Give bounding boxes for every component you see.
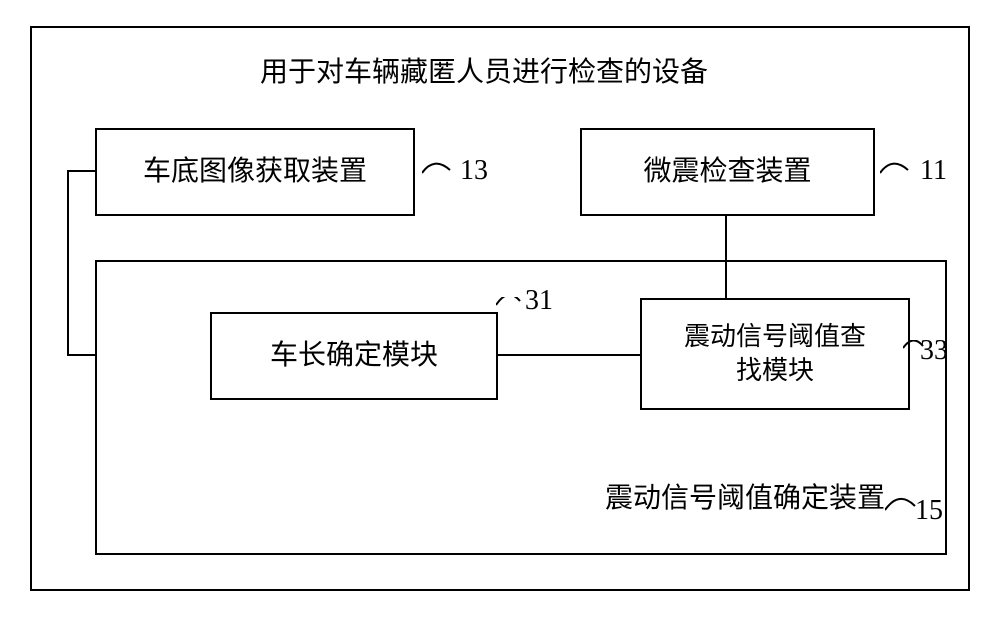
box31-label: 车长确定模块 [270,338,438,374]
curve-13 [422,158,462,188]
box-microquake-check-device: 微震检查装置 [580,128,875,216]
curve-15 [885,492,925,522]
box-vehicle-length-module: 车长确定模块 [210,312,498,400]
connector-4 [725,216,727,298]
connector-2 [67,170,69,356]
curve-31 [496,297,531,322]
ref-11: 11 [920,155,947,187]
box11-label: 微震检查装置 [643,154,811,190]
box-threshold-search-module: 震动信号阈值查 找模块 [640,298,910,410]
diagram-title: 用于对车辆藏匿人员进行检查的设备 [260,50,708,90]
box33-label: 震动信号阈值查 找模块 [684,320,866,388]
box13-label: 车底图像获取装置 [143,154,367,190]
connector-1 [67,170,95,172]
connector-5 [498,354,640,356]
ref-13: 13 [460,155,488,187]
box15-inner-label: 震动信号阈值确定装置 [605,476,885,516]
box-undercar-image-device: 车底图像获取装置 [95,128,415,216]
curve-33 [903,340,933,365]
connector-3 [67,354,95,356]
curve-11 [880,158,920,188]
